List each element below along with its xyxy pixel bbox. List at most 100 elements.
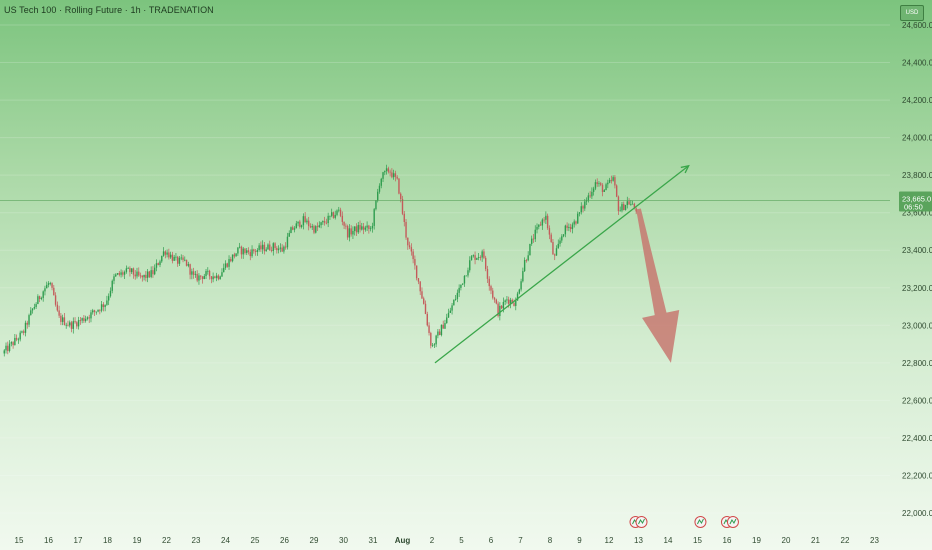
candle-body <box>267 244 269 250</box>
candle-body <box>605 184 607 191</box>
event-markers[interactable] <box>629 516 739 528</box>
candle-body <box>276 248 278 251</box>
candle-body <box>127 268 129 269</box>
candle-body <box>196 273 198 281</box>
event-flag-glyph <box>638 518 645 525</box>
candle-body <box>24 322 27 333</box>
time-tick-label: 29 <box>310 536 319 545</box>
price-tick-label: 22,200.0 <box>902 471 932 480</box>
candle-body <box>281 247 283 252</box>
price-axis[interactable]: 22,000.0 22,200.0 22,400.0 22,600.0 22,800.0… <box>899 21 932 518</box>
time-tick-label: 5 <box>459 536 464 545</box>
candle-body <box>46 284 48 289</box>
candle-body <box>621 204 623 211</box>
candle-body <box>615 185 618 197</box>
candle-body <box>366 225 368 228</box>
candle-body <box>327 215 329 224</box>
candle-body <box>546 215 549 229</box>
candle-body <box>191 271 193 275</box>
candle-body <box>543 219 545 221</box>
candle-body <box>504 300 506 302</box>
candle-body <box>49 283 51 284</box>
candle-body <box>362 226 365 230</box>
candle-body <box>545 215 547 220</box>
candle-body <box>90 312 92 319</box>
candle-body <box>168 252 170 258</box>
candle-body <box>97 309 99 312</box>
candle-body <box>58 310 60 316</box>
price-tick-label: 24,000.0 <box>902 134 932 143</box>
candle-body <box>40 297 43 299</box>
forecast-arrow <box>636 208 680 363</box>
candle-body <box>28 315 30 325</box>
candle-body <box>490 286 492 291</box>
candle-body <box>385 168 388 171</box>
candle-body <box>346 226 349 238</box>
candle-body <box>226 263 228 267</box>
candle-body <box>200 275 202 277</box>
candle-body <box>624 205 627 211</box>
candle-body <box>391 172 393 178</box>
candle-body <box>313 226 315 233</box>
candle-body <box>258 245 260 250</box>
candle-body <box>534 229 536 240</box>
candle-body <box>295 223 297 229</box>
time-tick-label: 21 <box>811 536 820 545</box>
time-tick-label: 31 <box>369 536 378 545</box>
candle-body <box>361 226 363 230</box>
candle-body <box>116 273 119 275</box>
candle-body <box>596 182 598 185</box>
candle-body <box>14 337 16 346</box>
event-flag-glyph <box>697 518 704 525</box>
candle-body <box>339 209 342 216</box>
price-tick-label: 23,400.0 <box>902 246 932 255</box>
candle-body <box>460 284 462 288</box>
candle-body <box>185 259 188 266</box>
candle-body <box>600 183 602 185</box>
candle-body <box>47 283 50 285</box>
candle-body <box>458 287 460 293</box>
candle-body <box>444 323 446 329</box>
candle-body <box>279 247 282 249</box>
candle-body <box>113 276 115 281</box>
candle-body <box>221 272 223 277</box>
candle-body <box>447 312 450 318</box>
candle-body <box>423 298 425 304</box>
candle-body <box>630 204 632 205</box>
price-gridlines <box>0 24 890 514</box>
candle-body <box>430 332 432 346</box>
candle-body <box>123 271 126 275</box>
candle-body <box>35 304 37 308</box>
candle-body <box>157 263 159 265</box>
time-axis[interactable]: 15 16 17 18 19 22 23 24 25 26 29 30 31 Aug 2 5 6 7 8 9 12 13 1… <box>15 536 880 545</box>
candle-body <box>223 267 225 273</box>
candle-body <box>354 226 356 231</box>
drawings[interactable] <box>0 164 890 364</box>
candle-body <box>306 220 308 223</box>
candle-body <box>568 226 570 228</box>
countdown-label: 06:50 <box>904 202 923 211</box>
candle-body <box>240 246 243 255</box>
candle-body <box>451 305 453 311</box>
time-tick-label: 16 <box>44 536 53 545</box>
candle-body <box>269 244 271 251</box>
candle-body <box>122 272 124 275</box>
candle-body <box>203 276 205 279</box>
time-tick-label: 30 <box>339 536 348 545</box>
candle-body <box>525 260 528 261</box>
candle-body <box>523 260 526 272</box>
candle-body <box>79 320 82 321</box>
price-tick-label: 22,400.0 <box>902 434 932 443</box>
candle-body <box>550 234 552 243</box>
candle-body <box>541 219 544 226</box>
candle-body <box>246 250 248 253</box>
candle-body <box>19 332 21 340</box>
candle-body <box>231 254 234 262</box>
candle-body <box>467 270 469 276</box>
currency-button[interactable]: USD <box>900 5 924 21</box>
candle-body <box>194 273 197 275</box>
candle-body <box>382 172 384 179</box>
candle-body <box>408 245 411 248</box>
candle-body <box>463 275 466 284</box>
